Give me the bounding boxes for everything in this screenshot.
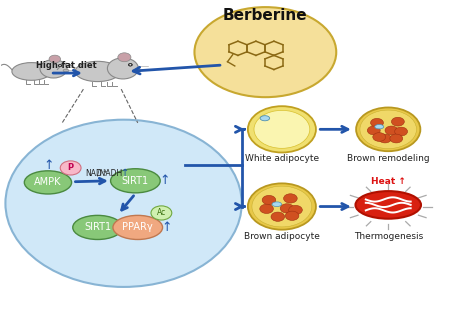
Ellipse shape (194, 7, 336, 97)
Circle shape (373, 133, 386, 141)
Ellipse shape (73, 215, 122, 239)
Ellipse shape (24, 171, 72, 194)
Circle shape (392, 117, 404, 126)
Text: ↑: ↑ (159, 174, 170, 187)
Circle shape (58, 64, 62, 67)
Text: AMPK: AMPK (34, 177, 62, 187)
Text: SIRT1: SIRT1 (122, 176, 149, 186)
Text: /NADH: /NADH (97, 169, 122, 178)
Circle shape (49, 55, 61, 63)
Text: Berberine: Berberine (223, 8, 308, 23)
Circle shape (360, 110, 417, 149)
Text: P: P (68, 163, 73, 172)
Circle shape (248, 183, 316, 230)
Circle shape (285, 211, 299, 220)
Circle shape (356, 108, 420, 151)
Circle shape (151, 206, 172, 220)
Text: Heat ↑: Heat ↑ (371, 177, 406, 186)
Text: Thermogenesis: Thermogenesis (354, 232, 423, 241)
Text: High-fat diet: High-fat diet (36, 61, 97, 70)
Circle shape (252, 186, 312, 227)
Ellipse shape (113, 215, 163, 239)
Circle shape (254, 110, 310, 148)
Ellipse shape (272, 202, 282, 206)
Circle shape (283, 194, 297, 203)
Text: ↑: ↑ (121, 168, 129, 178)
Circle shape (371, 119, 383, 127)
Text: +: + (102, 169, 107, 174)
Circle shape (128, 63, 132, 66)
Circle shape (385, 126, 398, 135)
Circle shape (118, 53, 131, 62)
Circle shape (280, 204, 294, 213)
Text: NAD: NAD (85, 169, 102, 178)
Ellipse shape (63, 69, 69, 72)
Circle shape (262, 195, 276, 205)
Circle shape (129, 64, 131, 65)
Circle shape (395, 127, 408, 136)
Circle shape (60, 161, 81, 175)
Circle shape (271, 212, 284, 221)
Text: SIRT1: SIRT1 (84, 223, 111, 233)
Circle shape (59, 65, 61, 66)
Ellipse shape (12, 63, 51, 80)
Text: Brown remodeling: Brown remodeling (347, 154, 429, 163)
Text: PPARγ: PPARγ (122, 223, 153, 233)
Circle shape (260, 204, 273, 214)
Ellipse shape (134, 69, 140, 72)
Text: White adipocyte: White adipocyte (245, 154, 319, 163)
Circle shape (248, 106, 316, 152)
Ellipse shape (260, 116, 270, 121)
Circle shape (367, 126, 380, 135)
Ellipse shape (5, 120, 242, 287)
Ellipse shape (356, 191, 421, 219)
Circle shape (390, 134, 403, 143)
Text: Brown adipocyte: Brown adipocyte (244, 232, 320, 241)
Text: Ac: Ac (157, 208, 166, 217)
Text: ↑: ↑ (44, 159, 54, 172)
Ellipse shape (375, 125, 384, 129)
Ellipse shape (75, 61, 120, 82)
Circle shape (379, 134, 392, 143)
Ellipse shape (110, 169, 160, 193)
Circle shape (289, 205, 302, 214)
Text: ↑: ↑ (162, 221, 173, 234)
Circle shape (40, 60, 67, 78)
Circle shape (108, 58, 138, 79)
